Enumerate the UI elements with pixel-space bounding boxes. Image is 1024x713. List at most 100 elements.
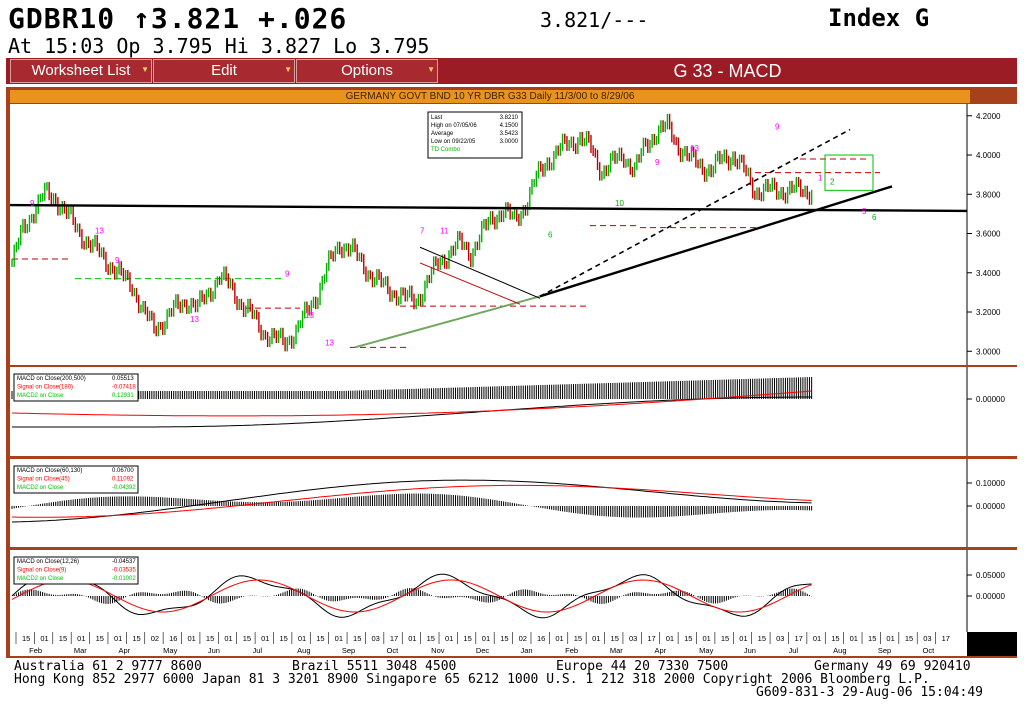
- date-axis-month: Aug: [833, 646, 846, 655]
- macd-legend-label: MACD on Close(60,130): [17, 468, 82, 474]
- macd-legend-value: -0.01002: [112, 576, 136, 582]
- macd-legend-box: [13, 373, 139, 402]
- index-indicator: Index G: [828, 4, 930, 32]
- macd-legend-label: Signal on Close(9): [17, 568, 66, 574]
- price-axis-label: 3.8000: [976, 190, 1001, 199]
- td-combo-count: 1: [818, 174, 823, 183]
- date-axis-day: 16: [169, 634, 177, 643]
- date-axis-day: 01: [298, 634, 306, 643]
- date-axis-month: Jan: [521, 646, 533, 655]
- date-axis-day: 01: [77, 634, 85, 643]
- macd1-axis-panel: [967, 367, 1017, 456]
- macd-axis-label: 0.00000: [976, 592, 1005, 601]
- date-axis-month: Jul: [253, 646, 263, 655]
- date-axis-month: Mar: [74, 646, 87, 655]
- date-axis-day: 01: [408, 634, 416, 643]
- price-legend-label: Last: [431, 115, 443, 121]
- date-axis-month: Apr: [655, 646, 667, 655]
- uptrend-line-early: [354, 295, 541, 349]
- td-combo-count: 6: [548, 230, 553, 239]
- td-combo-count: 6: [872, 213, 877, 222]
- price-axis-label: 3.2000: [976, 308, 1001, 317]
- date-axis-month: Feb: [29, 646, 42, 655]
- macd-line: [11, 479, 812, 523]
- downtrend-channel-line: [419, 262, 521, 305]
- horizontal-trend-line: [9, 203, 968, 213]
- worksheet-list-label: Worksheet List: [31, 62, 131, 79]
- td-combo-count: 13: [95, 227, 104, 236]
- date-axis-day: 01: [224, 634, 232, 643]
- date-axis-month: Sep: [342, 646, 355, 655]
- date-axis-day: 17: [647, 634, 655, 643]
- date-axis-month: May: [699, 646, 713, 655]
- date-axis-day: 17: [390, 634, 398, 643]
- td-combo-count: 9: [775, 123, 780, 132]
- price-legend-label: TD Combo: [431, 147, 461, 153]
- macd-legend-value: 0.05513: [112, 376, 134, 382]
- date-axis-day: 15: [758, 634, 766, 643]
- date-axis-day: 15: [721, 634, 729, 643]
- date-axis-day: 15: [574, 634, 582, 643]
- date-axis-month: Sep: [878, 646, 891, 655]
- dashed-channel-line: [539, 128, 851, 298]
- macd3-axis-panel: [967, 550, 1017, 632]
- price-legend-label: High on 07/05/06: [431, 123, 477, 129]
- worksheet-list-button[interactable]: Worksheet List ▼: [10, 59, 152, 83]
- date-axis-day: 01: [850, 634, 858, 643]
- date-axis-day: 03: [629, 634, 637, 643]
- bid-ask-quote: 3.821/---: [540, 8, 649, 32]
- price-legend-label: Average: [431, 131, 454, 137]
- price-legend-value: 3.5423: [500, 131, 519, 137]
- date-axis-month: Jun: [208, 646, 220, 655]
- macd-legend-label: Signal on Close(180): [17, 385, 73, 391]
- date-axis-day: 01: [886, 634, 894, 643]
- date-axis-day: 01: [666, 634, 674, 643]
- date-axis-day: 02: [519, 634, 527, 643]
- macd-legend-value: -0.04537: [112, 559, 136, 565]
- td-combo-count: 13: [690, 144, 699, 153]
- edit-button[interactable]: Edit ▼: [153, 59, 295, 83]
- long-uptrend-line: [539, 185, 893, 298]
- td-combo-count: 13: [305, 311, 314, 320]
- macd-legend-value: -0.03535: [112, 568, 136, 574]
- macd-axis-label: 0.00000: [976, 395, 1005, 404]
- date-axis-day: 01: [114, 634, 122, 643]
- menu-bar: Worksheet List ▼ Edit ▼ Options ▼ G 33 - MA…: [6, 58, 1017, 84]
- macd-legend-box: [13, 556, 139, 585]
- edit-label: Edit: [211, 62, 237, 79]
- macd-legend-value: 0.06700: [112, 468, 134, 474]
- security-ticker: GDBR10 ↑3.821 +.026: [8, 2, 348, 35]
- price-legend-box: [427, 111, 523, 159]
- screen-title: G 33 - MACD: [673, 61, 782, 81]
- date-axis-day: 01: [335, 634, 343, 643]
- date-axis-day: 15: [611, 634, 619, 643]
- price-legend-value: 3.8210: [500, 115, 519, 121]
- signal-line: [11, 579, 812, 613]
- date-axis-day: 15: [831, 634, 839, 643]
- footer-contact: Australia 61 2 9777 8600: [14, 659, 202, 674]
- td-combo-count: 13: [325, 338, 334, 347]
- macd-legend-label: MACD on Close(12,26): [17, 559, 79, 565]
- date-axis-day: 15: [132, 634, 140, 643]
- date-axis-day: 15: [206, 634, 214, 643]
- td-combo-count: 9: [285, 270, 290, 279]
- date-axis-day: 15: [905, 634, 913, 643]
- signal-line: [11, 390, 812, 417]
- price-axis-label: 4.2000: [976, 112, 1001, 121]
- date-axis-month: Nov: [431, 646, 445, 655]
- macd-legend-label: MACD2 on Close: [17, 576, 64, 582]
- date-axis-day: 16: [537, 634, 545, 643]
- options-button[interactable]: Options ▼: [296, 59, 438, 83]
- options-label: Options: [341, 62, 393, 79]
- date-axis-day: 17: [942, 634, 950, 643]
- macd-axis-label: 0.00000: [976, 502, 1005, 511]
- date-axis-day: 03: [923, 634, 931, 643]
- date-axis-day: 15: [427, 634, 435, 643]
- price-axis-label: 3.4000: [976, 269, 1001, 278]
- date-axis-month: Oct: [923, 646, 936, 655]
- date-axis-month: Jul: [789, 646, 799, 655]
- consolidation-box: [824, 154, 874, 191]
- macd-legend-label: MACD2 on Close: [17, 485, 64, 491]
- macd-axis-label: 0.10000: [976, 479, 1005, 488]
- date-axis-day: 01: [261, 634, 269, 643]
